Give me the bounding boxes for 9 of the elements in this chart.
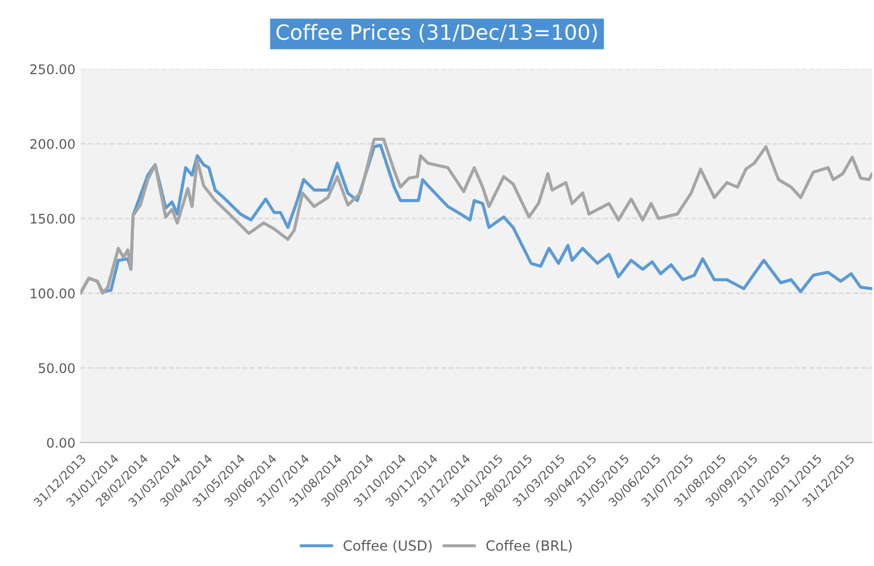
y-tick-label: 0.00 <box>47 438 75 448</box>
y-tick-label: 50.00 <box>38 363 75 374</box>
y-tick-label: 250.00 <box>30 64 75 74</box>
legend-label: Coffee (BRL) <box>486 540 572 552</box>
y-tick-label: 100.00 <box>30 288 75 298</box>
chart-title: Coffee Prices (31/Dec/13=100) <box>276 24 597 42</box>
y-tick-label: 150.00 <box>30 214 75 224</box>
legend-label: Coffee (USD) <box>344 540 432 552</box>
y-tick-label: 200.00 <box>30 138 75 149</box>
